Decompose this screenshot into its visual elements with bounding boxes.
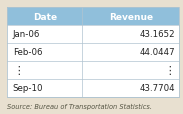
Text: Feb-06: Feb-06: [13, 48, 42, 57]
Text: ⋮: ⋮: [13, 65, 23, 75]
Bar: [7, 61, 179, 79]
Text: ⋮: ⋮: [164, 65, 175, 75]
Text: Jan-06: Jan-06: [13, 30, 40, 39]
Text: Date: Date: [33, 12, 57, 21]
Bar: [7, 44, 179, 61]
Text: Source: Bureau of Transportation Statistics.: Source: Bureau of Transportation Statist…: [7, 103, 152, 109]
Bar: [7, 26, 179, 44]
Text: Revenue: Revenue: [109, 12, 153, 21]
Bar: [7, 8, 179, 26]
Bar: [7, 8, 179, 97]
Text: 43.1652: 43.1652: [139, 30, 175, 39]
Bar: [7, 79, 179, 97]
Text: 44.0447: 44.0447: [139, 48, 175, 57]
Text: Sep-10: Sep-10: [13, 84, 43, 92]
Text: 43.7704: 43.7704: [139, 84, 175, 92]
